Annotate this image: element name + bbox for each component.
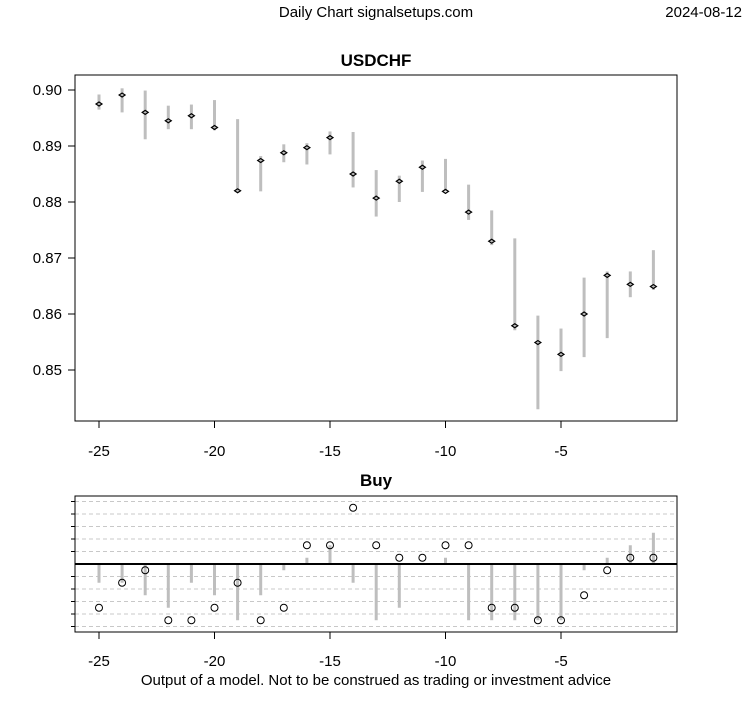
signal-point	[395, 553, 404, 562]
x-tick-label: -25	[88, 653, 110, 670]
signal-chart-title: Buy	[360, 471, 393, 490]
main-chart-title: USDCHF	[341, 51, 412, 70]
x-tick-label: -20	[204, 443, 226, 460]
disclaimer: Output of a model. Not to be construed a…	[141, 672, 611, 689]
signal-point	[557, 616, 565, 625]
signal-point	[441, 541, 450, 550]
signal-point	[626, 553, 635, 562]
close-marker	[187, 113, 196, 119]
close-marker	[349, 171, 358, 177]
signal-point	[464, 541, 473, 550]
close-marker	[649, 283, 658, 290]
header-date: 2024-08-12	[665, 4, 742, 21]
close-marker	[164, 118, 173, 124]
close-marker	[510, 323, 519, 329]
close-marker	[279, 149, 288, 156]
y-tick-label: 0.88	[33, 194, 62, 211]
signal-point	[510, 603, 519, 612]
close-marker	[118, 92, 127, 98]
signal-point	[210, 603, 219, 612]
close-marker	[580, 311, 589, 317]
close-marker	[141, 109, 150, 116]
close-marker	[372, 195, 381, 201]
signal-point	[372, 541, 381, 550]
close-marker	[487, 238, 496, 244]
signal-point	[95, 603, 103, 612]
y-tick-label: 0.86	[33, 306, 62, 323]
x-tick-label: -5	[554, 443, 567, 460]
signal-point	[533, 616, 542, 625]
close-marker	[418, 164, 427, 171]
signal-point	[487, 603, 496, 612]
signal-point	[233, 578, 242, 587]
close-marker	[325, 134, 335, 141]
x-tick-label: -10	[435, 443, 457, 460]
close-marker	[302, 144, 311, 151]
signal-point	[279, 603, 288, 612]
signal-point	[141, 566, 150, 575]
signal-point	[603, 566, 612, 575]
x-tick-label: -5	[554, 653, 567, 670]
close-marker	[441, 188, 450, 195]
close-marker	[395, 178, 404, 185]
y-tick-label: 0.87	[33, 250, 62, 267]
header-title: Daily Chart signalsetups.com	[279, 4, 473, 21]
y-tick-label: 0.89	[33, 138, 62, 155]
signal-point	[580, 591, 589, 600]
x-tick-label: -25	[88, 443, 110, 460]
signal-point	[302, 541, 311, 550]
signal-plot: -25 -20 -15 -10 -5	[71, 501, 677, 670]
signal-point	[187, 616, 196, 625]
y-tick-label: 0.90	[33, 82, 62, 99]
signal-point	[418, 553, 427, 562]
signal-point	[349, 503, 358, 512]
signal-point	[118, 578, 127, 587]
signal-point	[164, 616, 173, 625]
close-marker	[233, 188, 242, 194]
close-marker	[556, 351, 566, 358]
close-marker	[464, 209, 473, 215]
close-marker	[603, 272, 612, 279]
main-plot-frame	[74, 74, 678, 422]
x-tick-label: -20	[204, 653, 226, 670]
x-tick-label: -10	[435, 653, 457, 670]
signal-point	[326, 541, 334, 550]
close-marker	[210, 124, 219, 131]
signal-point	[649, 553, 658, 562]
close-marker	[94, 101, 104, 107]
signal-point	[256, 616, 265, 625]
x-tick-label: -15	[319, 653, 341, 670]
x-tick-label: -15	[319, 443, 341, 460]
close-marker	[626, 281, 635, 288]
signal-plot-frame	[74, 495, 678, 633]
close-marker	[533, 339, 542, 346]
y-tick-label: 0.85	[33, 362, 62, 379]
close-marker	[256, 157, 265, 164]
main-plot: 0.85 0.86 0.87 0.88 0.89 0.90 -25 -20 -15 -10 -5	[33, 82, 658, 460]
